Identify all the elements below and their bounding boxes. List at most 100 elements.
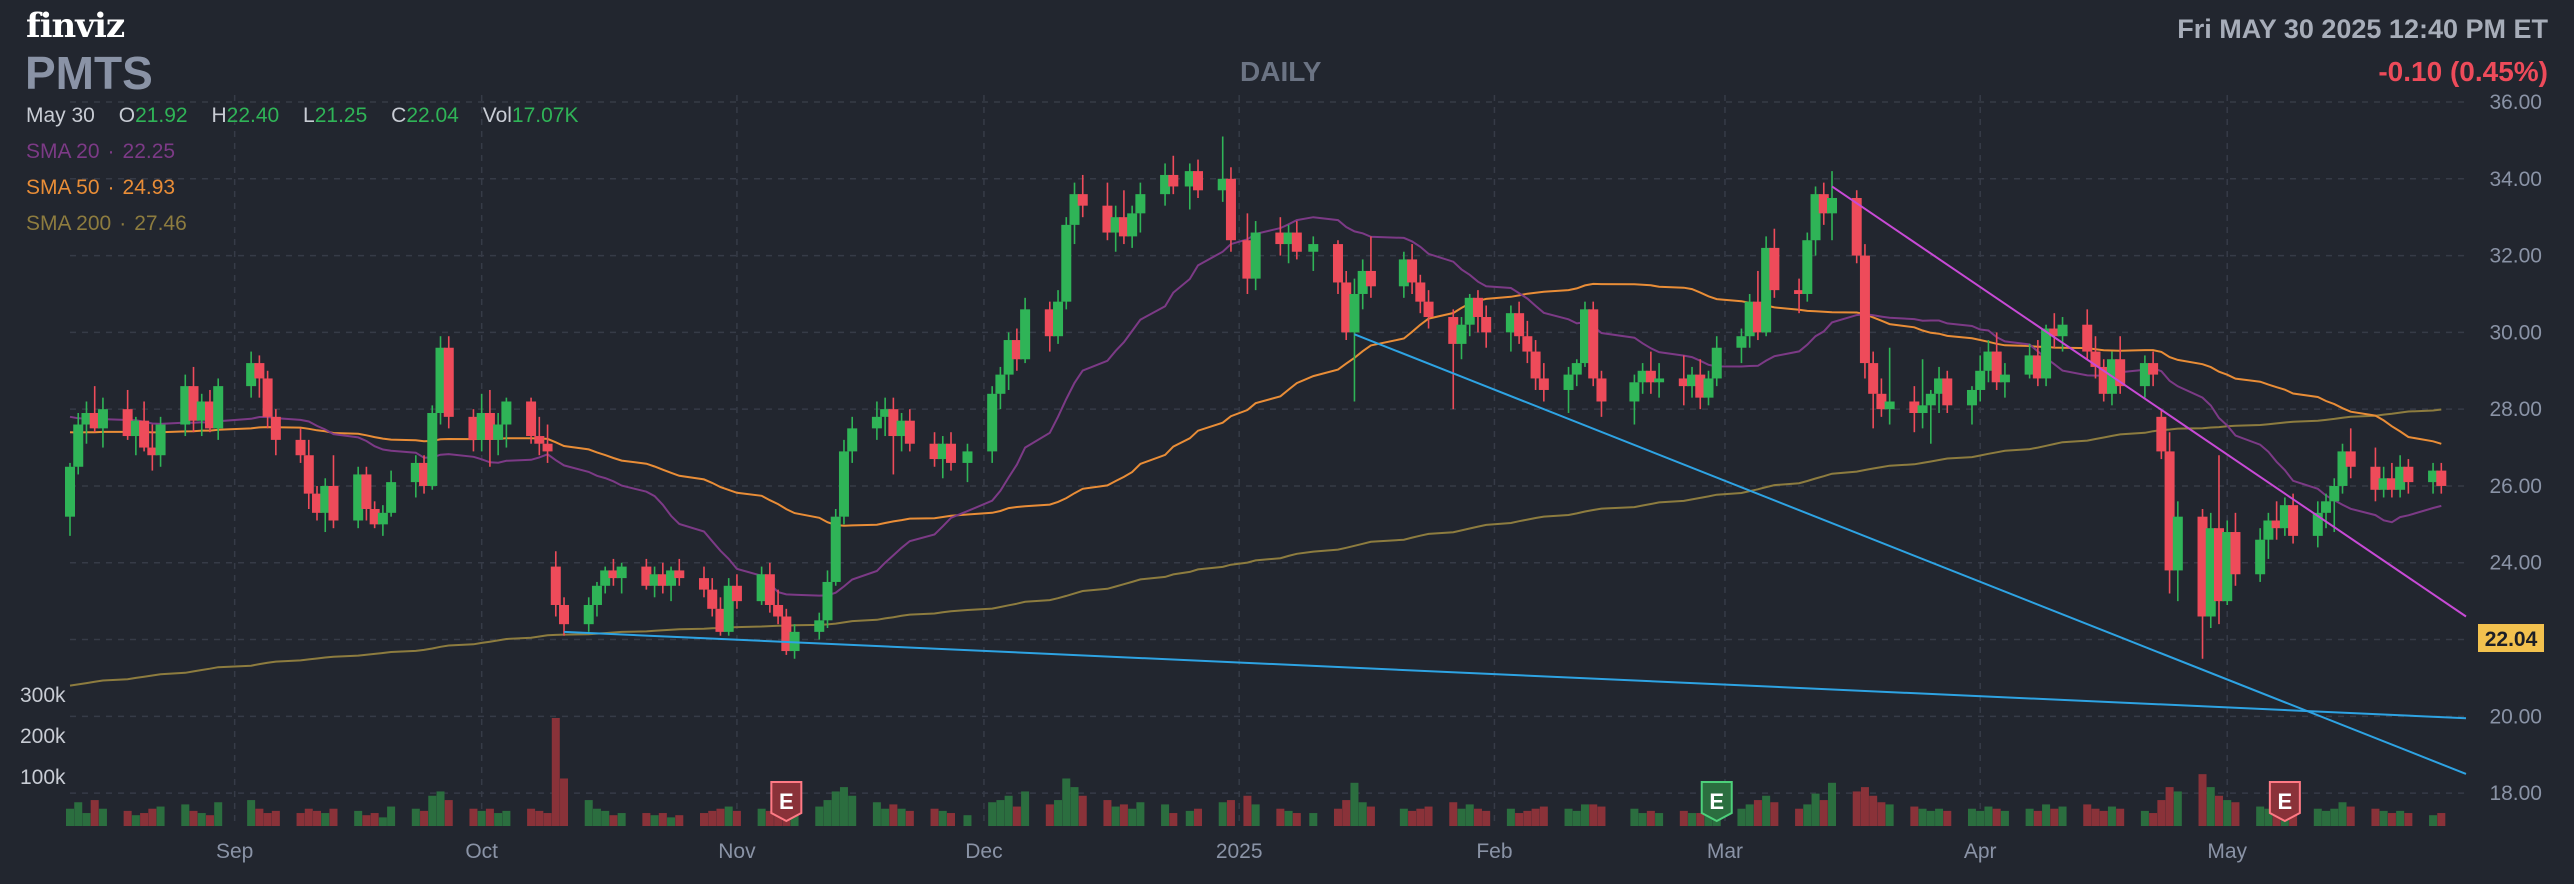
volume-bar [1284, 810, 1293, 826]
candle [1127, 205, 1138, 248]
candle-body [1563, 374, 1574, 390]
volume-bar [1054, 800, 1063, 826]
candle-body [188, 386, 199, 421]
candle-body [1275, 232, 1286, 245]
earnings-label: E [2278, 789, 2293, 814]
candle-body [591, 585, 602, 605]
volume-bar [1589, 804, 1598, 826]
candle-body [484, 413, 495, 440]
candle [213, 378, 224, 440]
candle-body [353, 474, 364, 521]
candle [1448, 309, 1459, 410]
candle [1596, 370, 1607, 417]
volume-bar [1465, 804, 1474, 826]
candle-body [2263, 520, 2274, 540]
candle [501, 397, 512, 448]
volume-bar [156, 806, 165, 826]
volume-bar [477, 810, 486, 826]
volume-bar [2157, 800, 2166, 826]
candle [1983, 340, 1994, 383]
candle-body [666, 570, 677, 586]
candle [1802, 232, 1813, 302]
candle-body [1398, 259, 1409, 287]
volume-bar [197, 813, 206, 826]
ohlc-date: May 30 [26, 104, 95, 127]
candle [1357, 259, 1368, 310]
volume-bar [1811, 793, 1820, 826]
candle-body [1769, 247, 1780, 291]
candle-body [542, 443, 553, 452]
sma200-legend[interactable]: SMA 200 · 27.46 [26, 212, 187, 235]
candle-body [723, 585, 734, 632]
candle [1291, 221, 1302, 260]
candle [65, 462, 75, 536]
candle [443, 336, 454, 429]
candle [929, 432, 940, 467]
candle [946, 432, 957, 471]
volume-bar [1580, 804, 1589, 826]
candle [1991, 332, 2002, 390]
volume-bar [1136, 802, 1145, 826]
candle [1020, 297, 1031, 364]
ticker-symbol: PMTS [25, 47, 153, 99]
candle [1505, 305, 1516, 352]
candle-body [814, 620, 825, 632]
candle [756, 566, 767, 605]
candle-body [320, 485, 331, 513]
candle [600, 566, 611, 594]
sma20-legend[interactable]: SMA 20 · 22.25 [26, 140, 176, 163]
candle-body [946, 443, 957, 463]
candle-body [1827, 197, 1838, 214]
candle [2386, 462, 2397, 498]
candle-body [89, 413, 100, 429]
y-tick-label: 30.00 [2489, 321, 2542, 344]
candle-body [2032, 355, 2043, 379]
volume-bar [1770, 802, 1779, 826]
volume-bar [2000, 810, 2009, 826]
candle [1810, 186, 1821, 256]
candle [1349, 278, 1360, 402]
candle [731, 574, 742, 609]
candle [1102, 182, 1113, 241]
volume-bar [2346, 806, 2355, 826]
sma50-line [69, 282, 2442, 527]
candle [1077, 174, 1088, 218]
volume-bar [2091, 808, 2100, 826]
candle [1514, 301, 1525, 344]
volume-bar [2206, 787, 2215, 826]
volume-bar [362, 815, 371, 826]
candle [1563, 366, 1574, 414]
volume-bar [675, 815, 684, 826]
candle-body [1456, 324, 1467, 344]
candle-body [1217, 178, 1228, 191]
candle [698, 566, 709, 598]
volume-bar [2058, 806, 2067, 826]
candle [1217, 136, 1228, 202]
candle [814, 612, 825, 640]
sma50-legend[interactable]: SMA 50 · 24.93 [26, 176, 176, 199]
candle [2041, 324, 2052, 387]
volume-bar [2173, 791, 2182, 826]
finviz-logo[interactable]: finviz [26, 6, 125, 46]
candle-body [1464, 297, 1475, 325]
candle [550, 551, 561, 617]
candle [1637, 363, 1648, 394]
candle-body [937, 443, 948, 460]
candle-body [674, 570, 685, 579]
volume-bar [1943, 810, 1952, 826]
candle-body [2041, 328, 2052, 379]
volume-bar [839, 787, 848, 826]
volume-bar [271, 810, 280, 826]
volume-bar [1366, 806, 1375, 826]
candle-body [155, 424, 166, 456]
volume-bar [831, 791, 840, 826]
volume-bar [2107, 806, 2116, 826]
candle [89, 386, 100, 433]
candle-body [295, 439, 306, 456]
volume-bar [1457, 808, 1466, 826]
volume-bar [1078, 795, 1087, 826]
candle-body [2288, 505, 2299, 536]
candle-body [2370, 466, 2381, 490]
candle-body [1069, 194, 1080, 225]
